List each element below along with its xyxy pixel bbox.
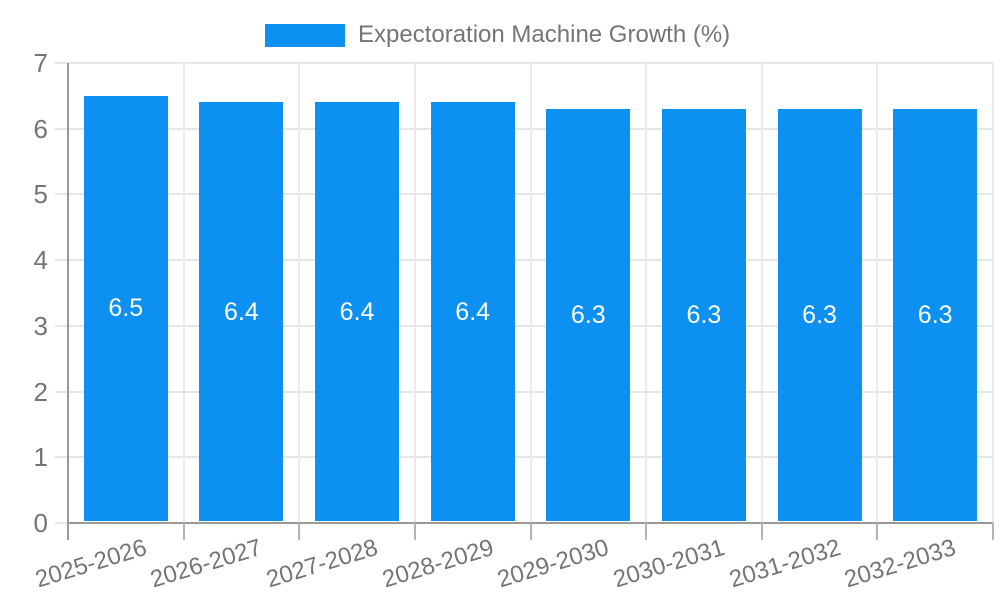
gridline-vertical [182, 63, 185, 523]
gridline-horizontal [55, 62, 993, 64]
x-axis-tick [529, 523, 532, 540]
bar[interactable]: 6.3 [777, 109, 862, 521]
bar-value-label: 6.3 [686, 301, 722, 329]
gridline-vertical [298, 63, 301, 523]
x-axis-tick [992, 523, 994, 540]
gridline-horizontal [55, 127, 993, 130]
y-tick-label: 0 [33, 508, 48, 538]
bar-value-label: 6.3 [570, 301, 606, 329]
y-tick-label: 3 [33, 310, 48, 341]
legend-label: Expectoration Machine Growth (%) [358, 21, 731, 48]
bar-value-label: 6.3 [917, 301, 953, 329]
bar[interactable]: 6.4 [199, 102, 284, 521]
bar-value-label: 6.3 [802, 301, 837, 329]
bar-value-label: 6.4 [339, 297, 375, 326]
x-axis-tick [760, 523, 763, 540]
chart-legend: Expectoration Machine Growth (%) [265, 21, 730, 49]
x-axis-tick [645, 523, 648, 540]
y-tick-label: 4 [33, 245, 48, 276]
bar[interactable]: 6.4 [315, 102, 400, 521]
y-tick-label: 2 [33, 376, 48, 407]
gridline-vertical [413, 63, 416, 523]
bar[interactable]: 6.4 [430, 102, 515, 521]
legend-swatch [265, 23, 345, 47]
gridline-vertical [760, 63, 763, 523]
x-axis-tick [298, 523, 301, 540]
y-tick-label: 6 [33, 113, 48, 144]
y-tick-label: 7 [33, 48, 48, 78]
gridline-horizontal [55, 324, 993, 327]
gridline-horizontal [55, 522, 68, 524]
y-axis-line [67, 63, 69, 540]
x-axis-tick [876, 523, 879, 540]
bar[interactable]: 6.3 [546, 109, 631, 521]
gridline-vertical [876, 63, 879, 523]
bar-value-label: 6.5 [108, 294, 144, 323]
gridline-horizontal [55, 193, 993, 196]
bar[interactable]: 6.3 [661, 109, 746, 521]
gridline-vertical [992, 63, 994, 523]
bar[interactable]: 6.5 [83, 95, 168, 521]
gridline-horizontal [55, 390, 993, 393]
bar[interactable]: 6.3 [893, 109, 978, 521]
bar-value-label: 6.4 [224, 297, 259, 326]
bar-value-label: 6.4 [455, 297, 491, 326]
x-axis-tick [182, 523, 185, 540]
x-axis-tick [413, 523, 416, 540]
gridline-vertical [529, 63, 532, 523]
gridline-horizontal [55, 259, 993, 262]
plot-area: 6.5 6.4 6.4 6.4 6.3 6.3 6.3 6.3 [55, 62, 994, 540]
gridline-horizontal [55, 456, 993, 459]
y-tick-label: 1 [33, 442, 48, 473]
gridline-vertical [645, 63, 648, 523]
y-tick-label: 5 [33, 179, 48, 210]
